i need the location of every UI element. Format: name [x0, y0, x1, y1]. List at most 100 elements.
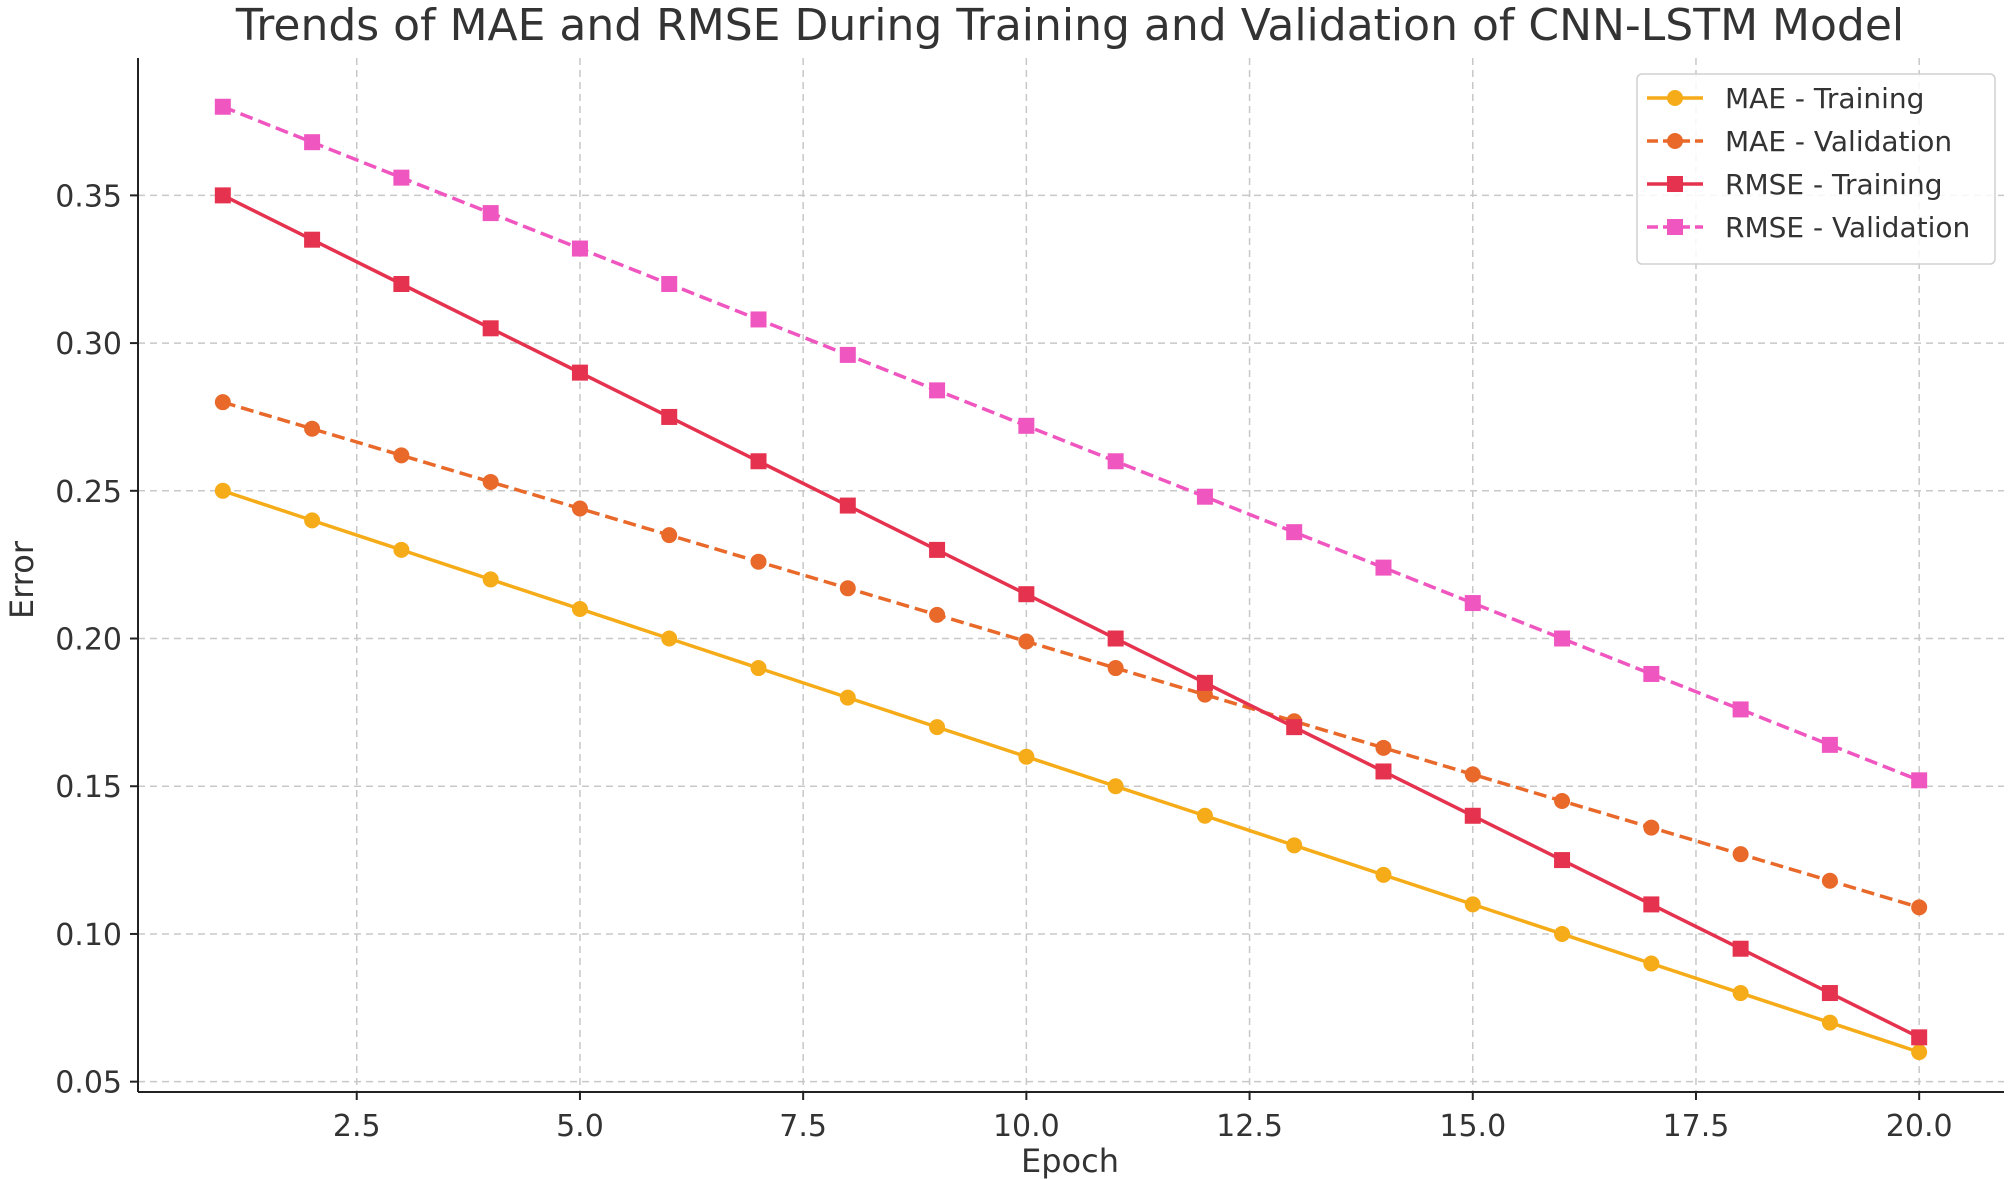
rmse-training-point	[1643, 896, 1660, 913]
axes	[137, 58, 2004, 1093]
rmse-validation-point	[304, 134, 321, 151]
mae-validation-point	[1732, 846, 1749, 863]
rmse-training-point	[1732, 940, 1749, 957]
mae-training-point	[839, 689, 856, 706]
y-tick-label: 0.05	[55, 1066, 122, 1101]
rmse-validation-point	[1911, 772, 1928, 789]
mae-validation-point	[304, 420, 321, 437]
chart-title: Trends of MAE and RMSE During Training a…	[235, 0, 1904, 51]
rmse-validation-point	[929, 382, 946, 399]
legend-swatch-marker	[1667, 219, 1683, 235]
mae-validation-point	[482, 473, 499, 490]
mae-training-point	[1911, 1044, 1928, 1061]
rmse-validation-point	[1554, 630, 1571, 647]
rmse-validation-point	[750, 311, 767, 328]
rmse-training-point	[304, 231, 321, 248]
mae-training-point	[929, 719, 946, 736]
rmse-validation-point	[1732, 701, 1749, 718]
series-rmse-validation	[214, 98, 1928, 789]
rmse-training-point	[1464, 807, 1481, 824]
y-tick-label: 0.30	[55, 327, 122, 362]
mae-training-point	[304, 512, 321, 529]
rmse-training-point	[1286, 719, 1303, 736]
mae-validation-point	[393, 447, 410, 464]
mae-validation-point	[214, 394, 231, 411]
mae-validation-point	[661, 527, 678, 544]
series-rmse-training	[214, 187, 1928, 1046]
mae-training-point	[482, 571, 499, 588]
series-mae-training	[214, 482, 1928, 1061]
rmse-training-point	[1911, 1029, 1928, 1046]
series-mae-validation	[214, 394, 1928, 916]
mae-training-point	[1821, 1014, 1838, 1031]
tick-labels: 2.5 5.0 7.5 10.0 12.5 15.0 17.5 20.0 0.05 0.10 0.1…	[55, 179, 1952, 1144]
rmse-training-point	[839, 497, 856, 514]
rmse-validation-point	[839, 346, 856, 363]
rmse-validation-point	[571, 240, 588, 257]
mae-training-point	[1464, 896, 1481, 913]
rmse-training-point	[1107, 630, 1124, 647]
rmse-training-point	[1375, 763, 1392, 780]
mae-training-point	[393, 541, 410, 558]
rmse-validation-point	[393, 169, 410, 186]
mae-validation-point	[750, 553, 767, 570]
rmse-training-point	[750, 453, 767, 470]
series-layer	[214, 98, 1928, 1061]
rmse-training-point	[393, 276, 410, 293]
mae-training-point	[1643, 955, 1660, 972]
rmse-training-point	[661, 408, 678, 425]
legend-item-mae-training: MAE - Training	[1647, 82, 1924, 115]
mae-training-point	[1375, 866, 1392, 883]
rmse-validation-point	[214, 98, 231, 115]
rmse-training-point	[1018, 586, 1035, 603]
legend-item-rmse-validation: RMSE - Validation	[1647, 211, 1970, 244]
rmse-validation-line	[222, 105, 1920, 782]
y-axis-label: Error	[3, 540, 41, 619]
legend-label: MAE - Validation	[1725, 125, 1952, 158]
legend-label: RMSE - Validation	[1725, 211, 1970, 244]
rmse-validation-point	[661, 276, 678, 293]
rmse-training-point	[482, 320, 499, 337]
legend-swatch-marker	[1667, 90, 1683, 106]
mae-training-point	[1196, 807, 1213, 824]
rmse-training-point	[214, 187, 231, 204]
rmse-validation-point	[1286, 524, 1303, 541]
rmse-validation-point	[1464, 595, 1481, 612]
rmse-validation-point	[1375, 559, 1392, 576]
mae-validation-point	[1375, 739, 1392, 756]
mae-training-line	[222, 489, 1920, 1054]
mae-training-point	[1286, 837, 1303, 854]
x-axis-label: Epoch	[1021, 1142, 1119, 1179]
x-tick-label: 17.5	[1663, 1109, 1730, 1144]
mae-validation-point	[1911, 899, 1928, 916]
x-tick-label: 20.0	[1886, 1109, 1953, 1144]
rmse-training-line	[222, 193, 1920, 1039]
rmse-validation-point	[1107, 453, 1124, 470]
rmse-training-point	[571, 364, 588, 381]
y-tick-label: 0.25	[55, 475, 122, 510]
y-tick-label: 0.15	[55, 770, 122, 805]
mae-validation-line	[222, 400, 1920, 910]
mae-training-point	[1732, 985, 1749, 1002]
mae-validation-point	[571, 500, 588, 517]
x-tick-label: 10.0	[993, 1109, 1060, 1144]
rmse-training-point	[1196, 674, 1213, 691]
x-tick-label: 7.5	[779, 1109, 827, 1144]
mae-training-point	[1554, 925, 1571, 942]
legend-label: MAE - Training	[1725, 82, 1924, 115]
legend-swatch-marker	[1667, 176, 1683, 192]
legend-item-mae-validation: MAE - Validation	[1647, 125, 1952, 158]
legend-item-rmse-training: RMSE - Training	[1647, 168, 1942, 201]
mae-training-point	[214, 482, 231, 499]
y-tick-label: 0.35	[55, 179, 122, 214]
mae-validation-point	[1018, 633, 1035, 650]
mae-training-point	[1107, 778, 1124, 795]
legend-label: RMSE - Training	[1725, 168, 1942, 201]
rmse-training-point	[1821, 985, 1838, 1002]
mae-training-point	[1018, 748, 1035, 765]
rmse-validation-point	[482, 205, 499, 222]
mae-validation-point	[929, 606, 946, 623]
rmse-training-point	[1554, 852, 1571, 869]
y-tick-label: 0.10	[55, 918, 122, 953]
